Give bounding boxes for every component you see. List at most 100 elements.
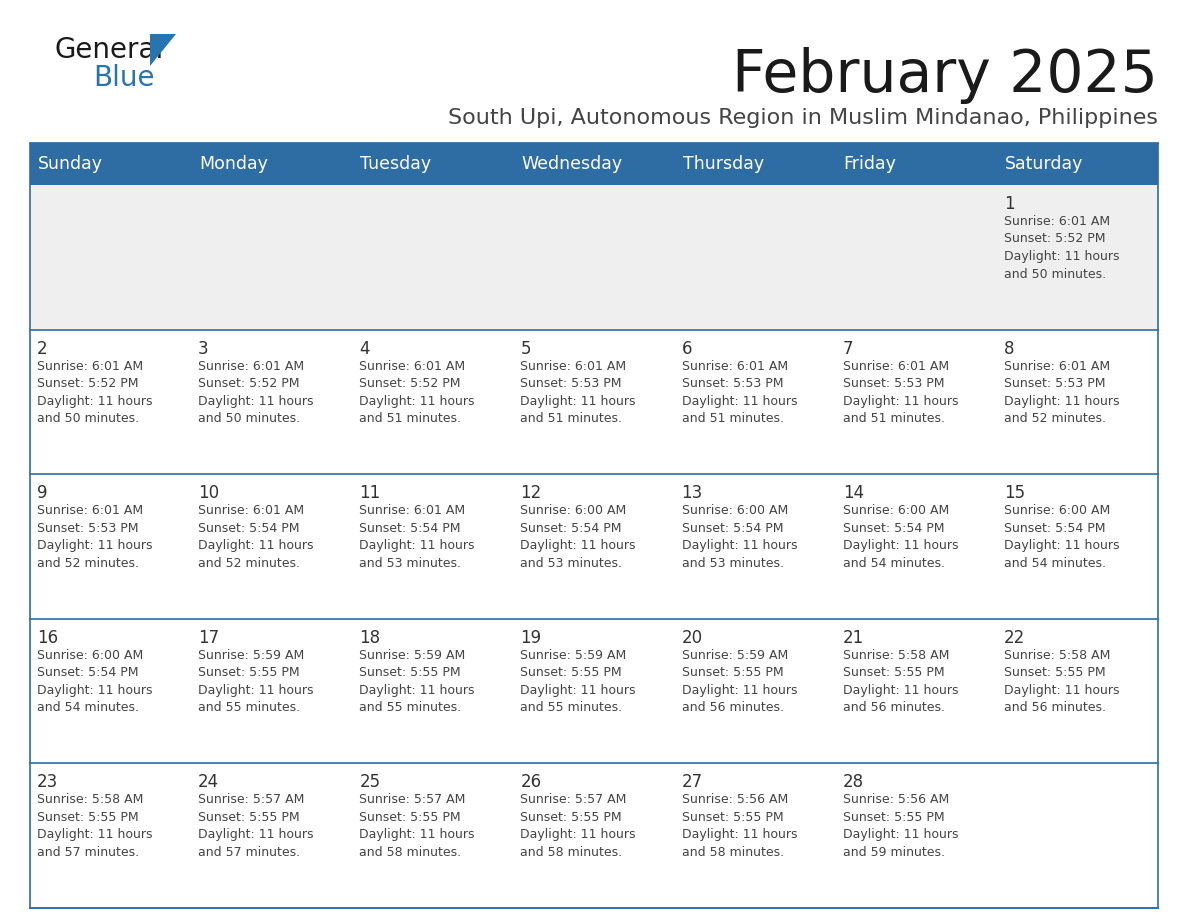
Text: 5: 5	[520, 340, 531, 358]
Bar	[997, 185, 1158, 330]
Bar	[30, 619, 191, 764]
Polygon shape	[150, 34, 176, 66]
Text: General: General	[55, 36, 164, 64]
Bar	[191, 619, 353, 764]
Bar	[675, 185, 835, 330]
Text: 22: 22	[1004, 629, 1025, 647]
Bar	[353, 475, 513, 619]
Text: 21: 21	[842, 629, 864, 647]
Text: Sunrise: 6:00 AM
Sunset: 5:54 PM
Daylight: 11 hours
and 53 minutes.: Sunrise: 6:00 AM Sunset: 5:54 PM Dayligh…	[682, 504, 797, 570]
Text: Sunrise: 5:57 AM
Sunset: 5:55 PM
Daylight: 11 hours
and 58 minutes.: Sunrise: 5:57 AM Sunset: 5:55 PM Dayligh…	[520, 793, 636, 859]
Bar	[513, 475, 675, 619]
Text: Sunday: Sunday	[38, 155, 103, 173]
Text: Tuesday: Tuesday	[360, 155, 431, 173]
Text: 8: 8	[1004, 340, 1015, 358]
Bar	[997, 475, 1158, 619]
Text: 23: 23	[37, 773, 58, 791]
Text: Sunrise: 6:01 AM
Sunset: 5:52 PM
Daylight: 11 hours
and 50 minutes.: Sunrise: 6:01 AM Sunset: 5:52 PM Dayligh…	[198, 360, 314, 425]
Bar	[513, 185, 675, 330]
Text: Sunrise: 5:58 AM
Sunset: 5:55 PM
Daylight: 11 hours
and 56 minutes.: Sunrise: 5:58 AM Sunset: 5:55 PM Dayligh…	[1004, 649, 1119, 714]
Text: 7: 7	[842, 340, 853, 358]
Text: Blue: Blue	[93, 64, 154, 92]
Bar	[513, 764, 675, 908]
Text: Friday: Friday	[843, 155, 897, 173]
Text: 12: 12	[520, 484, 542, 502]
Text: 18: 18	[359, 629, 380, 647]
Text: 13: 13	[682, 484, 703, 502]
Bar	[835, 330, 997, 475]
Bar	[835, 185, 997, 330]
Bar	[353, 185, 513, 330]
Bar	[835, 475, 997, 619]
Text: 16: 16	[37, 629, 58, 647]
Text: Sunrise: 5:57 AM
Sunset: 5:55 PM
Daylight: 11 hours
and 57 minutes.: Sunrise: 5:57 AM Sunset: 5:55 PM Dayligh…	[198, 793, 314, 859]
Text: 28: 28	[842, 773, 864, 791]
Bar	[513, 619, 675, 764]
Text: 4: 4	[359, 340, 369, 358]
Text: Sunrise: 6:01 AM
Sunset: 5:52 PM
Daylight: 11 hours
and 50 minutes.: Sunrise: 6:01 AM Sunset: 5:52 PM Dayligh…	[1004, 215, 1119, 281]
Bar	[30, 764, 191, 908]
Text: Sunrise: 5:56 AM
Sunset: 5:55 PM
Daylight: 11 hours
and 59 minutes.: Sunrise: 5:56 AM Sunset: 5:55 PM Dayligh…	[842, 793, 959, 859]
Text: Sunrise: 6:00 AM
Sunset: 5:54 PM
Daylight: 11 hours
and 54 minutes.: Sunrise: 6:00 AM Sunset: 5:54 PM Dayligh…	[842, 504, 959, 570]
Bar	[835, 764, 997, 908]
Text: Sunrise: 6:01 AM
Sunset: 5:52 PM
Daylight: 11 hours
and 50 minutes.: Sunrise: 6:01 AM Sunset: 5:52 PM Dayligh…	[37, 360, 152, 425]
Text: 27: 27	[682, 773, 702, 791]
Text: 20: 20	[682, 629, 702, 647]
Bar	[675, 475, 835, 619]
Bar	[997, 330, 1158, 475]
Text: Wednesday: Wednesday	[522, 155, 623, 173]
Text: Sunrise: 5:58 AM
Sunset: 5:55 PM
Daylight: 11 hours
and 56 minutes.: Sunrise: 5:58 AM Sunset: 5:55 PM Dayligh…	[842, 649, 959, 714]
Text: 24: 24	[198, 773, 220, 791]
Text: 11: 11	[359, 484, 380, 502]
Text: 9: 9	[37, 484, 48, 502]
Text: Sunrise: 5:59 AM
Sunset: 5:55 PM
Daylight: 11 hours
and 56 minutes.: Sunrise: 5:59 AM Sunset: 5:55 PM Dayligh…	[682, 649, 797, 714]
Text: 15: 15	[1004, 484, 1025, 502]
Text: Sunrise: 5:59 AM
Sunset: 5:55 PM
Daylight: 11 hours
and 55 minutes.: Sunrise: 5:59 AM Sunset: 5:55 PM Dayligh…	[198, 649, 314, 714]
Bar	[30, 143, 1158, 908]
Text: Sunrise: 6:01 AM
Sunset: 5:53 PM
Daylight: 11 hours
and 51 minutes.: Sunrise: 6:01 AM Sunset: 5:53 PM Dayligh…	[682, 360, 797, 425]
Text: Sunrise: 6:01 AM
Sunset: 5:54 PM
Daylight: 11 hours
and 53 minutes.: Sunrise: 6:01 AM Sunset: 5:54 PM Dayligh…	[359, 504, 475, 570]
Bar	[353, 764, 513, 908]
Text: Sunrise: 5:57 AM
Sunset: 5:55 PM
Daylight: 11 hours
and 58 minutes.: Sunrise: 5:57 AM Sunset: 5:55 PM Dayligh…	[359, 793, 475, 859]
Text: 2: 2	[37, 340, 48, 358]
Text: 17: 17	[198, 629, 220, 647]
Text: Sunrise: 6:00 AM
Sunset: 5:54 PM
Daylight: 11 hours
and 54 minutes.: Sunrise: 6:00 AM Sunset: 5:54 PM Dayligh…	[1004, 504, 1119, 570]
Text: 10: 10	[198, 484, 220, 502]
Bar	[191, 185, 353, 330]
Text: Thursday: Thursday	[683, 155, 764, 173]
Bar	[675, 619, 835, 764]
Text: 1: 1	[1004, 195, 1015, 213]
Bar	[997, 764, 1158, 908]
Text: Sunrise: 5:58 AM
Sunset: 5:55 PM
Daylight: 11 hours
and 57 minutes.: Sunrise: 5:58 AM Sunset: 5:55 PM Dayligh…	[37, 793, 152, 859]
Text: Sunrise: 6:01 AM
Sunset: 5:53 PM
Daylight: 11 hours
and 52 minutes.: Sunrise: 6:01 AM Sunset: 5:53 PM Dayligh…	[37, 504, 152, 570]
Text: 19: 19	[520, 629, 542, 647]
Bar	[997, 619, 1158, 764]
Text: Monday: Monday	[200, 155, 268, 173]
Bar	[675, 330, 835, 475]
Bar	[191, 475, 353, 619]
Text: 14: 14	[842, 484, 864, 502]
Text: Sunrise: 6:00 AM
Sunset: 5:54 PM
Daylight: 11 hours
and 54 minutes.: Sunrise: 6:00 AM Sunset: 5:54 PM Dayligh…	[37, 649, 152, 714]
Text: 3: 3	[198, 340, 209, 358]
Text: Sunrise: 5:59 AM
Sunset: 5:55 PM
Daylight: 11 hours
and 55 minutes.: Sunrise: 5:59 AM Sunset: 5:55 PM Dayligh…	[520, 649, 636, 714]
Text: Sunrise: 6:01 AM
Sunset: 5:53 PM
Daylight: 11 hours
and 52 minutes.: Sunrise: 6:01 AM Sunset: 5:53 PM Dayligh…	[1004, 360, 1119, 425]
Text: Sunrise: 6:01 AM
Sunset: 5:53 PM
Daylight: 11 hours
and 51 minutes.: Sunrise: 6:01 AM Sunset: 5:53 PM Dayligh…	[842, 360, 959, 425]
Bar	[30, 143, 1158, 185]
Text: Sunrise: 5:56 AM
Sunset: 5:55 PM
Daylight: 11 hours
and 58 minutes.: Sunrise: 5:56 AM Sunset: 5:55 PM Dayligh…	[682, 793, 797, 859]
Text: February 2025: February 2025	[732, 47, 1158, 104]
Text: Sunrise: 5:59 AM
Sunset: 5:55 PM
Daylight: 11 hours
and 55 minutes.: Sunrise: 5:59 AM Sunset: 5:55 PM Dayligh…	[359, 649, 475, 714]
Bar	[30, 185, 191, 330]
Bar	[835, 619, 997, 764]
Text: 6: 6	[682, 340, 693, 358]
Bar	[513, 330, 675, 475]
Text: South Upi, Autonomous Region in Muslim Mindanao, Philippines: South Upi, Autonomous Region in Muslim M…	[448, 108, 1158, 128]
Bar	[191, 330, 353, 475]
Bar	[675, 764, 835, 908]
Text: 26: 26	[520, 773, 542, 791]
Bar	[191, 764, 353, 908]
Bar	[30, 475, 191, 619]
Text: Sunrise: 6:00 AM
Sunset: 5:54 PM
Daylight: 11 hours
and 53 minutes.: Sunrise: 6:00 AM Sunset: 5:54 PM Dayligh…	[520, 504, 636, 570]
Bar	[353, 619, 513, 764]
Text: Sunrise: 6:01 AM
Sunset: 5:53 PM
Daylight: 11 hours
and 51 minutes.: Sunrise: 6:01 AM Sunset: 5:53 PM Dayligh…	[520, 360, 636, 425]
Bar	[30, 330, 191, 475]
